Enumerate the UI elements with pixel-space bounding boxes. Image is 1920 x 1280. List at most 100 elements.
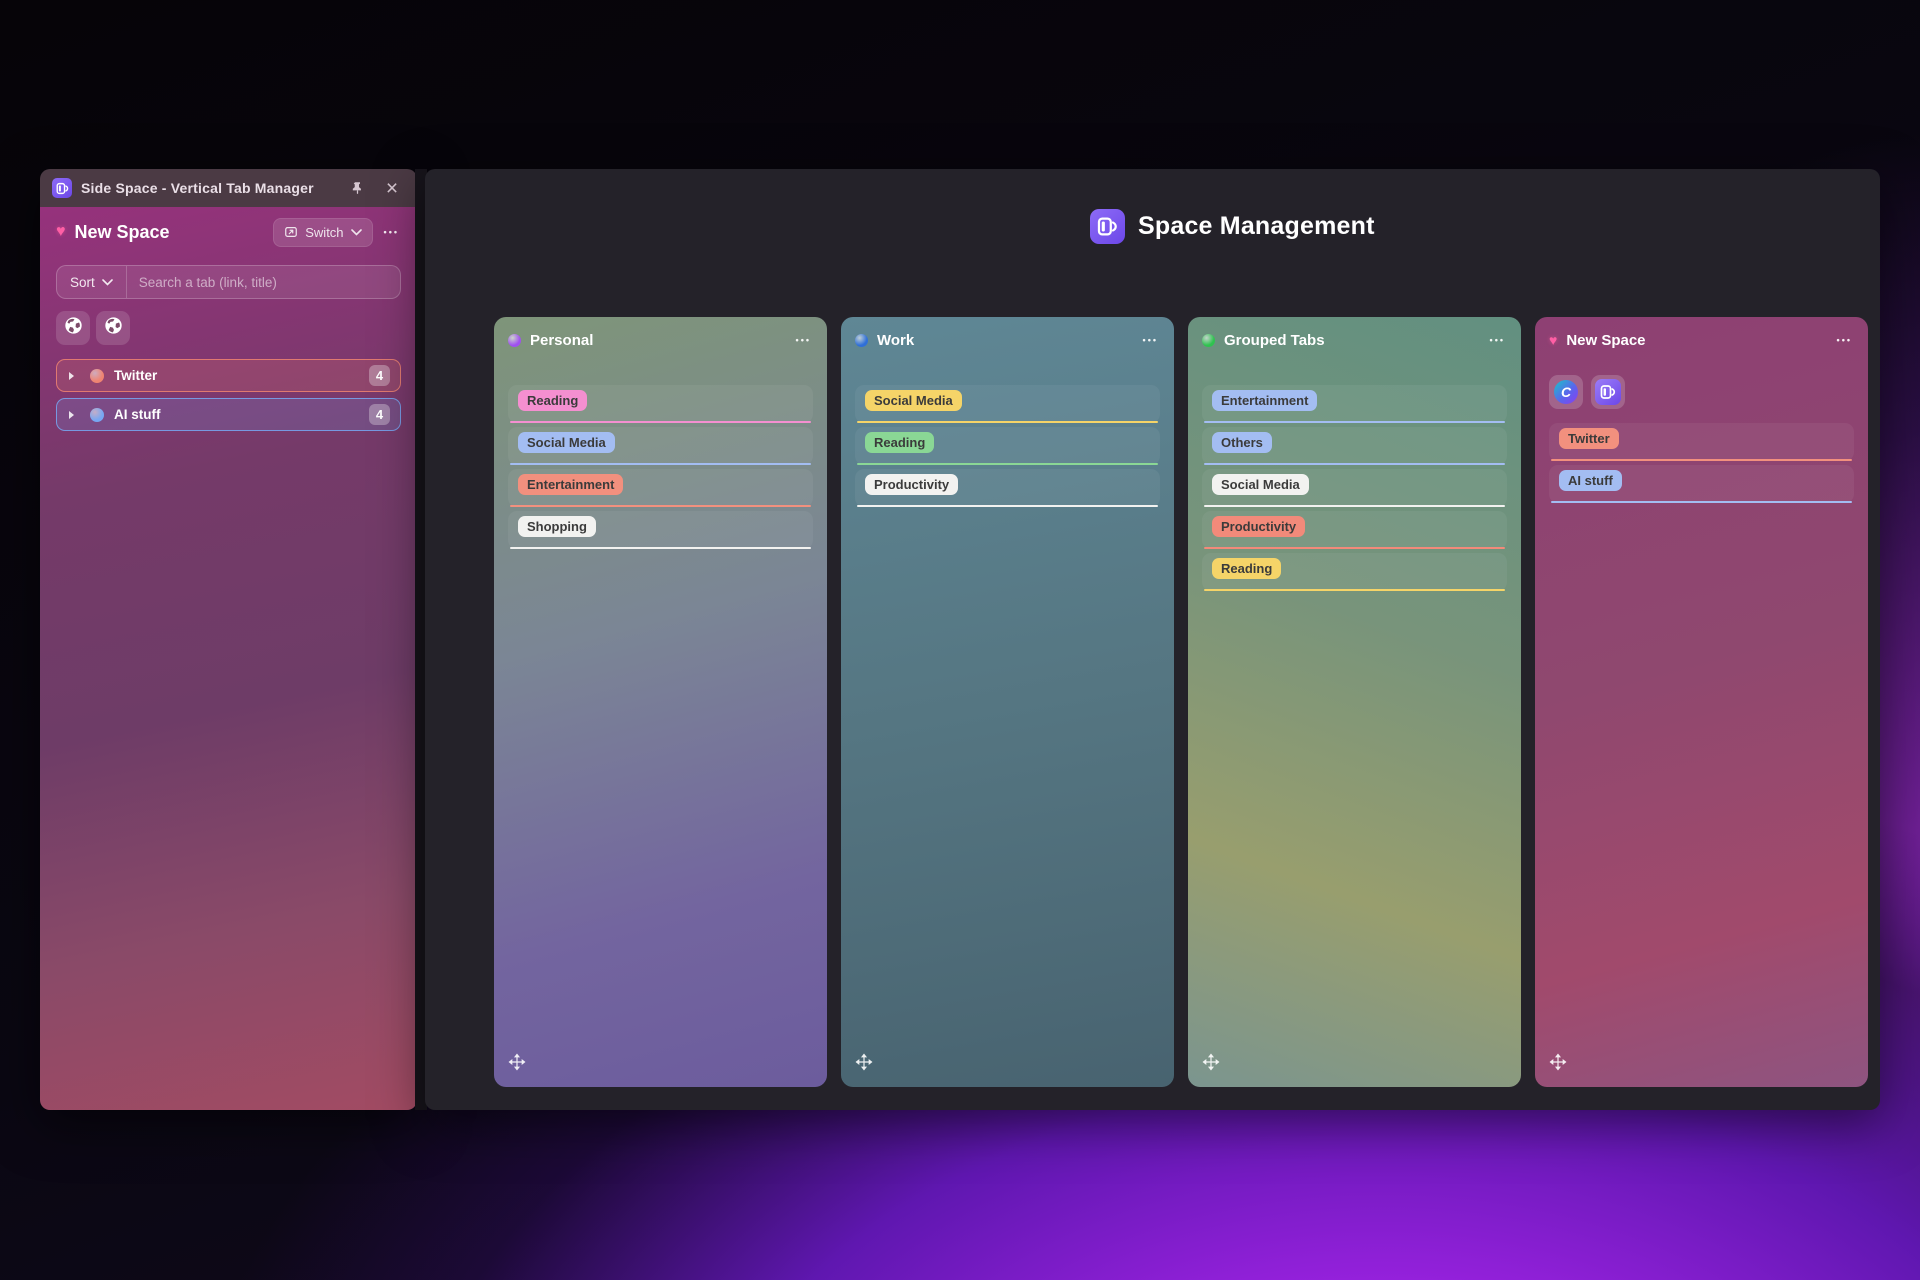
tab-group-row[interactable]: Twitter 4 xyxy=(56,359,401,392)
tag-pill: Productivity xyxy=(1212,516,1306,537)
tag-row-list: Social Media Reading Productivity xyxy=(855,385,1160,507)
tag-pill: Social Media xyxy=(1212,474,1309,495)
tag-underline xyxy=(1551,458,1852,461)
space-color-dot xyxy=(855,333,868,347)
space-name: New Space xyxy=(74,221,170,242)
tab-group-row[interactable]: AI stuff 4 xyxy=(56,398,401,431)
tag-underline xyxy=(857,504,1158,507)
tag-pill: Social Media xyxy=(518,432,615,453)
tab-group-card[interactable]: Shopping xyxy=(508,511,813,549)
space-column-personal: Personal ••• Reading Social Media Entertainm… xyxy=(494,317,827,1087)
space-management-panel: Space Management Personal ••• Reading Socia… xyxy=(425,169,1880,1110)
main-header: Space Management xyxy=(1090,209,1375,244)
move-column-icon[interactable] xyxy=(1202,1053,1220,1076)
tag-pill: AI stuff xyxy=(1559,470,1622,491)
pinned-tabs-row xyxy=(56,311,401,345)
column-more-icon[interactable]: ••• xyxy=(1836,335,1852,345)
tag-underline xyxy=(510,546,811,549)
sidebar-window: Side Space - Vertical Tab Manager × ♥ Ne… xyxy=(40,169,417,1110)
column-title: Work xyxy=(877,331,915,349)
column-more-icon[interactable]: ••• xyxy=(795,335,811,345)
space-color-dot xyxy=(508,333,521,347)
column-title: Personal xyxy=(530,331,594,349)
space-favicons: C xyxy=(1549,375,1854,409)
pinned-tab-globe[interactable] xyxy=(96,311,130,345)
tab-group-card[interactable]: Reading xyxy=(855,427,1160,465)
space-column-new-space: ♥ New Space ••• C Twitter AI stuff xyxy=(1535,317,1868,1087)
tag-underline xyxy=(1204,588,1505,591)
tag-row-list: Reading Social Media Entertainment Shopping xyxy=(508,385,813,549)
tab-group-card[interactable]: Entertainment xyxy=(508,469,813,507)
tag-underline xyxy=(857,462,1158,465)
space-more-icon[interactable]: ••• xyxy=(383,227,399,237)
tab-group-card[interactable]: Reading xyxy=(1202,553,1507,591)
side-space-app-icon xyxy=(1090,209,1125,244)
tab-group-card[interactable]: Others xyxy=(1202,427,1507,465)
column-title: Grouped Tabs xyxy=(1224,331,1325,349)
close-icon[interactable]: × xyxy=(385,176,399,200)
tag-pill: Productivity xyxy=(865,474,959,495)
tab-group-card[interactable]: AI stuff xyxy=(1549,465,1854,503)
pink-heart-icon: ♥ xyxy=(1549,332,1558,348)
tag-pill: Twitter xyxy=(1559,428,1619,449)
canva-tab-icon[interactable]: C xyxy=(1549,375,1583,409)
group-color-dot xyxy=(90,407,104,422)
column-more-icon[interactable]: ••• xyxy=(1489,335,1505,345)
space-column-work: Work ••• Social Media Reading Productivity xyxy=(841,317,1174,1087)
tab-group-card[interactable]: Reading xyxy=(508,385,813,423)
move-column-icon[interactable] xyxy=(1549,1053,1567,1076)
chevron-right-icon[interactable] xyxy=(69,371,74,380)
tab-count-badge: 4 xyxy=(369,365,390,386)
switch-label: Switch xyxy=(305,224,344,240)
tab-count-badge: 4 xyxy=(369,404,390,425)
tag-pill: Reading xyxy=(865,432,935,453)
chevron-right-icon[interactable] xyxy=(69,410,74,419)
move-column-icon[interactable] xyxy=(855,1053,873,1076)
tag-underline xyxy=(1204,462,1505,465)
tab-group-card[interactable]: Productivity xyxy=(1202,511,1507,549)
side-space-app-icon xyxy=(52,178,72,198)
tab-group-card[interactable]: Entertainment xyxy=(1202,385,1507,423)
chevron-down-icon xyxy=(350,228,362,236)
tag-row-list: Twitter AI stuff xyxy=(1549,423,1854,503)
move-column-icon[interactable] xyxy=(508,1053,526,1076)
tab-group-list: Twitter 4 AI stuff 4 xyxy=(56,359,401,431)
column-header: Personal ••• xyxy=(508,330,813,350)
tag-underline xyxy=(510,504,811,507)
search-input[interactable] xyxy=(126,266,400,298)
tab-group-card[interactable]: Social Media xyxy=(1202,469,1507,507)
sidebar-titlebar: Side Space - Vertical Tab Manager × xyxy=(40,169,417,207)
group-color-dot xyxy=(90,368,104,383)
tag-underline xyxy=(857,420,1158,423)
tag-underline xyxy=(1551,500,1852,503)
column-header: ♥ New Space ••• xyxy=(1549,330,1854,350)
tab-group-card[interactable]: Productivity xyxy=(855,469,1160,507)
tag-pill: Social Media xyxy=(865,390,962,411)
search-bar: Sort xyxy=(56,265,401,299)
column-title: New Space xyxy=(1566,331,1646,349)
tag-underline xyxy=(1204,504,1505,507)
pin-icon[interactable] xyxy=(344,175,370,201)
switch-space-button[interactable]: Switch xyxy=(273,217,373,247)
pinned-tab-globe[interactable] xyxy=(56,311,90,345)
window-title: Side Space - Vertical Tab Manager xyxy=(81,180,314,196)
column-more-icon[interactable]: ••• xyxy=(1142,335,1158,345)
tag-underline xyxy=(1204,546,1505,549)
tab-group-card[interactable]: Social Media xyxy=(508,427,813,465)
tab-group-card[interactable]: Social Media xyxy=(855,385,1160,423)
tag-underline xyxy=(510,420,811,423)
tab-group-card[interactable]: Twitter xyxy=(1549,423,1854,461)
sort-dropdown[interactable]: Sort xyxy=(57,266,127,298)
tag-row-list: Entertainment Others Social Media Productiv… xyxy=(1202,385,1507,591)
space-header: ♥ New Space Switch ••• xyxy=(56,207,401,257)
group-label: Twitter xyxy=(114,368,158,383)
side-space-tab-icon[interactable] xyxy=(1591,375,1625,409)
tag-pill: Entertainment xyxy=(1212,390,1318,411)
group-label: AI stuff xyxy=(114,407,161,422)
column-header: Grouped Tabs ••• xyxy=(1202,330,1507,350)
globe-icon xyxy=(64,316,83,340)
page-title: Space Management xyxy=(1138,212,1375,240)
tag-pill: Others xyxy=(1212,432,1272,453)
space-color-dot xyxy=(1202,333,1215,347)
